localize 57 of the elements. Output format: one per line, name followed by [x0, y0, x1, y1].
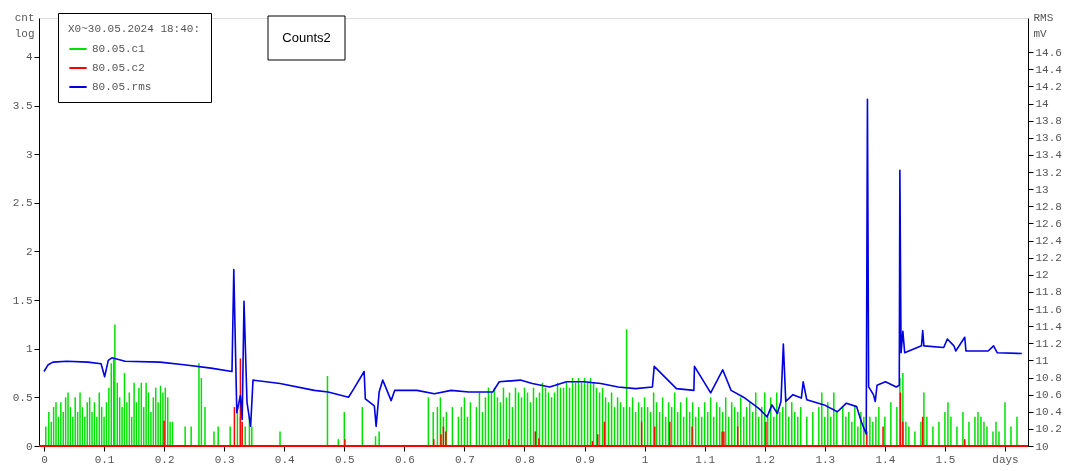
- y2-axis-title: RMS mV: [1033, 11, 1054, 40]
- x-tick-label: 1.5: [935, 453, 956, 466]
- y2-tick-label: 10.8: [1035, 372, 1062, 385]
- y2-tick-label: 11: [1035, 354, 1050, 367]
- y2-tick-label: 13.4: [1035, 149, 1063, 162]
- y2-tick-label: 13: [1035, 183, 1049, 196]
- y2-tick-label: 12.8: [1035, 200, 1062, 213]
- y-tick-label: 3: [25, 148, 33, 161]
- y2-tick-label: 10.6: [1035, 389, 1062, 402]
- y2-tick-label: 12.2: [1035, 252, 1062, 265]
- x-tick-label: 0.9: [575, 453, 595, 466]
- y2-tick-label: 14: [1035, 98, 1050, 111]
- x-tick-label: 0.3: [214, 453, 235, 466]
- x-tick-label: 0.6: [394, 453, 415, 466]
- y2-tick-label: 10.2: [1035, 423, 1062, 436]
- y-tick-label: 0: [25, 440, 33, 453]
- y2-tick-label: 10.4: [1035, 406, 1063, 419]
- x-tick-label: 0.7: [455, 453, 475, 466]
- x-tick-label: 0.1: [94, 453, 115, 466]
- y2-tick-label: 13.6: [1035, 132, 1062, 145]
- legend-label: 80.05.c2: [92, 62, 145, 74]
- x-tick-label: 0.5: [334, 453, 355, 466]
- x-tick-label: 0.4: [274, 453, 296, 466]
- legend-label: 80.05.rms: [92, 81, 152, 93]
- y2-tick-label: 13.8: [1035, 115, 1062, 128]
- y2-tick-label: 12.6: [1035, 217, 1062, 230]
- x-tick-label: 1.1: [695, 453, 716, 466]
- y-tick-label: 1: [25, 343, 33, 356]
- y-tick-label: 2: [25, 245, 33, 258]
- y2-tick-label: 14.6: [1035, 46, 1062, 59]
- y2-tick-label: 10: [1035, 440, 1049, 453]
- y-tick-label: 4: [25, 51, 33, 64]
- y-tick-label: 1.5: [12, 294, 33, 307]
- y-tick-label: 3.5: [12, 100, 33, 113]
- y2-tick-label: 14.4: [1035, 63, 1063, 76]
- x-tick-label: 1: [641, 453, 649, 466]
- y2-tick-label: 13.2: [1035, 166, 1062, 179]
- legend-title: X0~30.05.2024 18:40:: [68, 23, 201, 35]
- x-tick-label: 1.3: [815, 453, 836, 466]
- y-tick-label: 0.5: [12, 391, 33, 404]
- x-tick-label: 0.2: [154, 453, 175, 466]
- y-tick-label: 2.5: [12, 197, 33, 210]
- y2-tick-label: 12.4: [1035, 235, 1063, 248]
- y2-tick-label: 14.2: [1035, 80, 1062, 93]
- y2-tick-label: 11.6: [1035, 303, 1062, 316]
- x-tick-label: 1.2: [755, 453, 776, 466]
- x-tick-label: 0: [41, 453, 48, 466]
- x-tick-label: days: [992, 453, 1019, 466]
- y2-tick-label: 12: [1035, 269, 1049, 282]
- y2-tick-label: 11.4: [1035, 320, 1063, 333]
- x-tick-label: 1.4: [875, 453, 896, 466]
- x-tick-label: 0.8: [515, 453, 535, 466]
- y2-tick-label: 11.8: [1035, 286, 1062, 299]
- y-axis-title: cnt log: [14, 11, 35, 40]
- text: Counts2: [282, 30, 331, 45]
- legend-label: 80.05.c1: [92, 43, 146, 55]
- y2-tick-label: 11.2: [1035, 337, 1062, 350]
